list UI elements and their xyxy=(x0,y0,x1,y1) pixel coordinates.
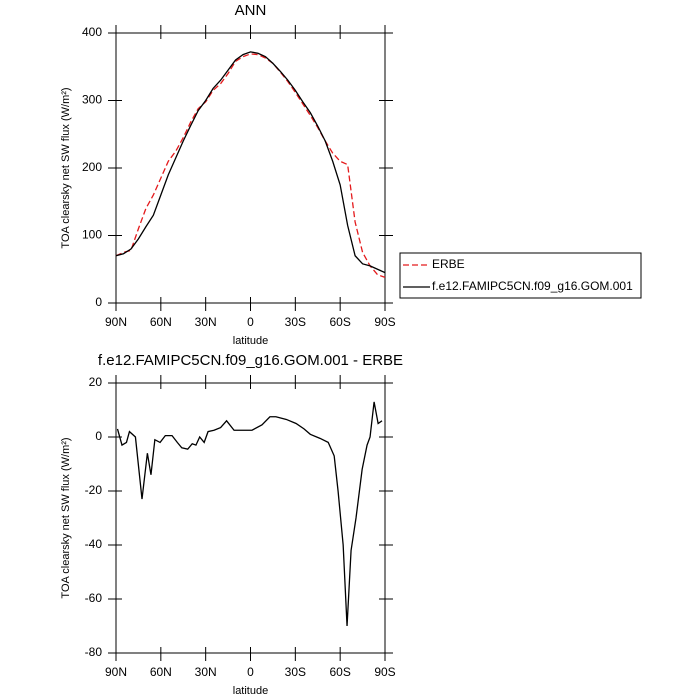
x-tick-label: 60N xyxy=(150,665,172,679)
plot-frame xyxy=(115,382,386,654)
data-line xyxy=(116,401,383,627)
plot-frame xyxy=(115,32,386,304)
x-tick-label: 60S xyxy=(329,665,350,679)
y-tick-label: -60 xyxy=(85,591,103,605)
chart-title: f.e12.FAMIPC5CN.f09_g16.GOM.001 - ERBE xyxy=(98,352,403,369)
x-tick-label: 30N xyxy=(195,665,217,679)
y-tick-label: -40 xyxy=(85,537,103,551)
x-tick-label: 90N xyxy=(105,665,127,679)
x-tick-label: 60N xyxy=(150,315,172,329)
x-tick-label: 30N xyxy=(195,315,217,329)
y-axis-label: TOA clearsky net SW flux (W/m²) xyxy=(60,87,72,248)
data-line xyxy=(115,53,386,278)
x-tick-label: 0 xyxy=(247,315,254,329)
x-tick-label: 60S xyxy=(329,315,350,329)
legend-label: f.e12.FAMIPC5CN.f09_g16.GOM.001 xyxy=(432,279,633,293)
x-tick-label: 30S xyxy=(285,665,306,679)
y-tick-label: 200 xyxy=(82,160,102,174)
x-tick-label: 0 xyxy=(247,665,254,679)
x-tick-label: 90S xyxy=(374,315,395,329)
legend-label: ERBE xyxy=(432,257,465,271)
y-tick-label: 0 xyxy=(95,429,102,443)
x-axis-label: latitude xyxy=(233,685,268,697)
y-axis-label: TOA clearsky net SW flux (W/m²) xyxy=(60,437,72,598)
y-tick-label: 0 xyxy=(95,295,102,309)
y-tick-label: 300 xyxy=(82,93,102,107)
x-tick-label: 30S xyxy=(285,315,306,329)
x-tick-label: 90N xyxy=(105,315,127,329)
chart-title: ANN xyxy=(235,2,267,19)
y-tick-label: -20 xyxy=(85,483,103,497)
x-axis-label: latitude xyxy=(233,335,268,347)
y-tick-label: 400 xyxy=(82,25,102,39)
y-tick-label: 100 xyxy=(82,228,102,242)
legend-box xyxy=(399,252,642,299)
y-tick-label: 20 xyxy=(89,375,103,389)
y-tick-label: -80 xyxy=(85,645,103,659)
data-line xyxy=(115,51,386,274)
x-tick-label: 90S xyxy=(374,665,395,679)
